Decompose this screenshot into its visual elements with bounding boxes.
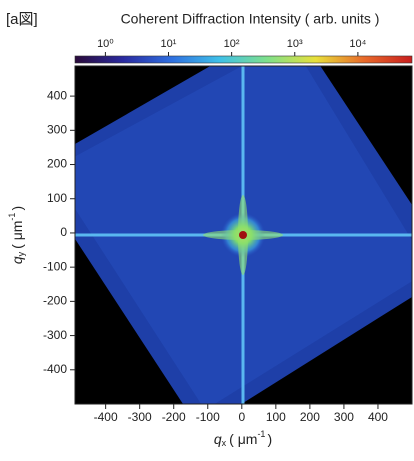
x-tick-label: -300 bbox=[128, 410, 152, 424]
x-label-sub: x bbox=[222, 438, 227, 448]
colorbar-tick-label: 10⁴ bbox=[349, 38, 366, 50]
x-label-close: ) bbox=[267, 431, 272, 447]
y-tick-label: 400 bbox=[47, 88, 67, 102]
y-tick-label: -400 bbox=[43, 362, 67, 376]
y-tick-label: 100 bbox=[47, 191, 67, 205]
x-tick-label: 100 bbox=[266, 410, 286, 424]
heatmap bbox=[75, 66, 412, 404]
x-axis-label: qx( μm-1) bbox=[214, 429, 272, 448]
x-tick-label: -100 bbox=[196, 410, 220, 424]
x-tick-label: 200 bbox=[300, 410, 320, 424]
panel-label: [a図] bbox=[6, 11, 38, 28]
y-label-sub: y bbox=[16, 251, 26, 256]
x-tick-label: 400 bbox=[368, 410, 388, 424]
y-label-unit: ( μm bbox=[9, 221, 25, 249]
y-label-symbol: q bbox=[9, 256, 25, 264]
plot-frame bbox=[74, 65, 413, 405]
x-label-unit: ( μm bbox=[229, 431, 257, 447]
y-label-sup: -1 bbox=[7, 213, 17, 221]
colorbar-tick-label: 10¹ bbox=[161, 38, 177, 50]
central-peak bbox=[239, 231, 247, 239]
x-tick-label: 0 bbox=[238, 410, 245, 424]
x-label-symbol: q bbox=[214, 431, 222, 447]
x-tick-label: -400 bbox=[94, 410, 118, 424]
y-label-close: ) bbox=[9, 206, 25, 211]
y-tick-label: -300 bbox=[43, 328, 67, 342]
colorbar-tick-label: 10⁰ bbox=[97, 38, 114, 50]
x-label-sup: -1 bbox=[257, 429, 265, 439]
y-tick-label: 0 bbox=[60, 225, 67, 239]
y-tick-label: -100 bbox=[43, 259, 67, 273]
colorbar bbox=[74, 55, 413, 64]
colorbar-tick-label: 10³ bbox=[287, 38, 303, 50]
colorbar-tick-label: 10² bbox=[224, 38, 240, 50]
x-tick-label: 300 bbox=[334, 410, 354, 424]
x-tick-label: -200 bbox=[162, 410, 186, 424]
y-tick-label: 200 bbox=[47, 157, 67, 171]
chart-title: Coherent Diffraction Intensity ( arb. un… bbox=[121, 11, 380, 27]
y-axis-label: qy ( μm-1) bbox=[7, 206, 26, 264]
y-tick-label: 300 bbox=[47, 122, 67, 136]
y-tick-label: -200 bbox=[43, 294, 67, 308]
